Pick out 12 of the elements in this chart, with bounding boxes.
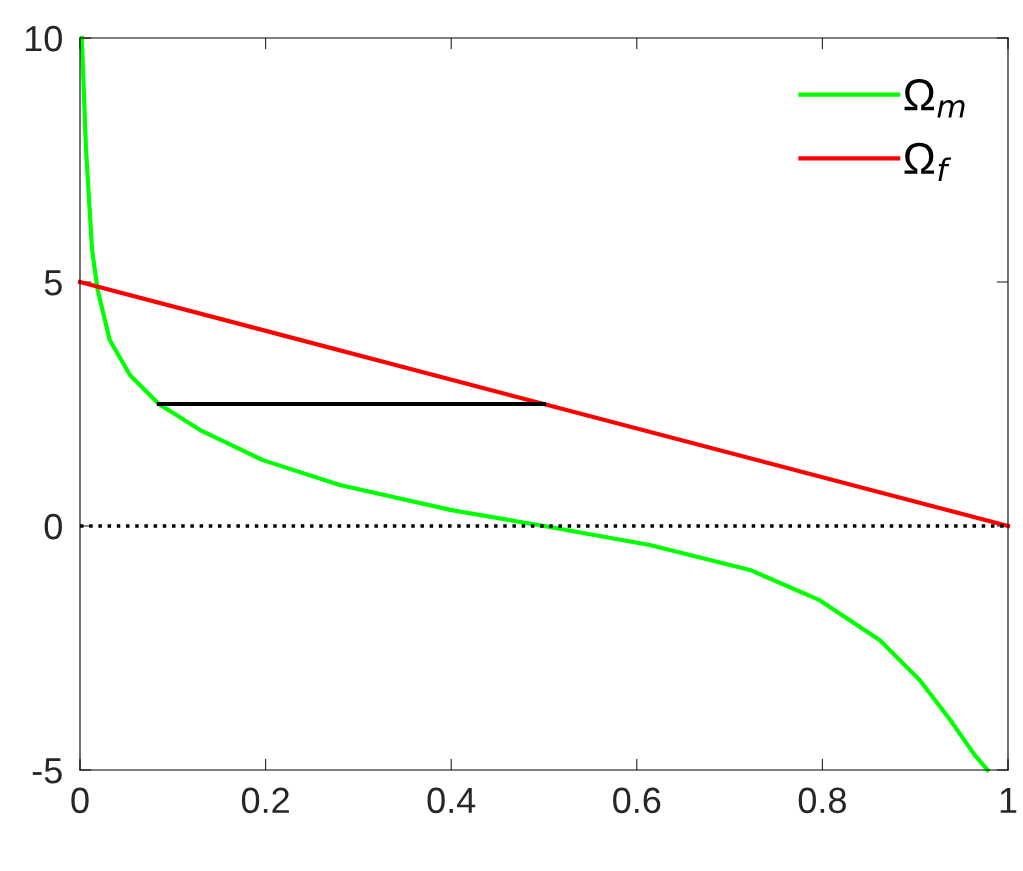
legend-label: Ω$_{f}$ (904, 142, 952, 182)
y-tick-label: 10 (25, 25, 62, 52)
x-tick-label: 0.4 (427, 787, 476, 814)
legend-label: Ω$_{m}$ (904, 79, 965, 118)
x-tick-label: 0 (71, 787, 89, 814)
y-tick-label: -5 (32, 758, 62, 784)
y-tick-label: 5 (44, 270, 62, 296)
x-tick-label: 0.6 (613, 787, 661, 814)
y-tick-label: 0 (44, 513, 62, 540)
x-tick-label: 0.2 (241, 787, 289, 814)
x-tick-label: 0.8 (798, 787, 846, 814)
x-tick-label: 1 (1000, 787, 1017, 813)
